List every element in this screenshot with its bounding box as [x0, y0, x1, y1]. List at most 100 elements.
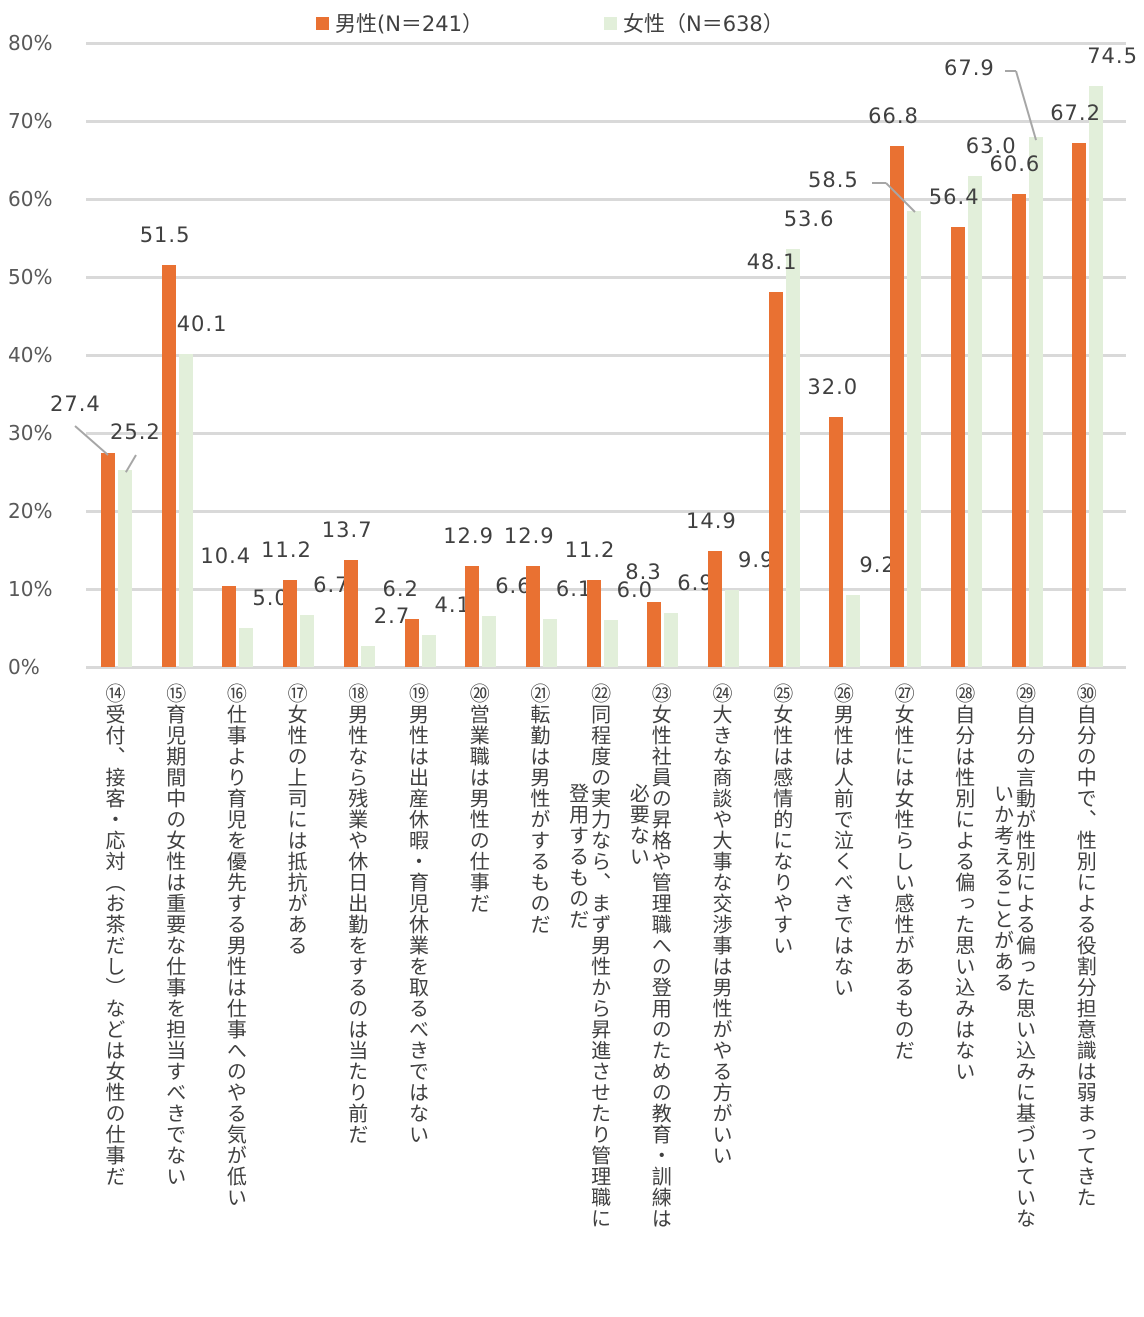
- category-label-line: ㉘自分は性別による偏った思い込みはない: [951, 683, 976, 1082]
- category-label: ⑯仕事より育児を優先する男性は仕事へのやる気が低い: [223, 683, 248, 1208]
- bar-male: [404, 618, 419, 667]
- category-label: ㉘自分は性別による偏った思い込みはない: [951, 683, 976, 1082]
- value-label-male: 12.9: [503, 524, 555, 549]
- value-label-female: 6.9: [677, 571, 714, 596]
- bar-female: [482, 615, 497, 667]
- bar-female: [300, 614, 315, 667]
- bar-male: [465, 566, 480, 667]
- value-label-female: 63.0: [965, 133, 1017, 158]
- value-label-male: 8.3: [625, 560, 662, 585]
- value-label-male: 11.2: [564, 537, 616, 562]
- bar-male: [708, 550, 722, 667]
- value-label-male: 32.0: [807, 375, 859, 400]
- category-label: ㉔大きな商談や大事な交渉事は男性がやる方がいい: [709, 683, 733, 1166]
- category-label: ⑮育児期間中の女性は重要な仕事を担当すべきでない: [162, 683, 187, 1187]
- category-label: ㉙自分の言動が性別による偏った思い込みに基づいていな いか考えることがある: [990, 683, 1037, 1229]
- bar-male: [829, 417, 844, 667]
- bar-male: [222, 585, 237, 667]
- category-label: ⑲男性は出産休暇・育児休業を取るべきではない: [405, 683, 430, 1145]
- value-label-female: 6.7: [313, 572, 350, 597]
- value-label-female: 40.1: [176, 312, 228, 337]
- legend-item-female: 女性（N＝638）: [604, 8, 784, 38]
- value-label-male: 11.2: [261, 537, 312, 562]
- gridline: [86, 120, 1126, 123]
- gridline: [86, 432, 1126, 435]
- bar-female: [846, 595, 861, 667]
- bar-male: [525, 566, 540, 667]
- bar-female: [118, 470, 132, 667]
- value-label-female: 9.2: [859, 553, 896, 578]
- category-label: ㉕女性は感情的になりやすい: [769, 683, 794, 956]
- chart-legend: 男性(N＝241） 女性（N＝638）: [0, 8, 1144, 38]
- bar-female: [1028, 137, 1043, 667]
- value-label-female: 9.9: [738, 547, 775, 572]
- y-axis-tick-label: 60%: [8, 187, 53, 211]
- value-label-female: 58.5: [808, 168, 859, 192]
- category-label: ⑭受付、接客・応対（お茶だし）などは女性の仕事だ: [102, 683, 126, 1187]
- category-label-line: いか考えることがある: [990, 783, 1015, 993]
- category-label-line: ⑰女性の上司には抵抗がある: [284, 683, 309, 956]
- bar-female: [664, 613, 679, 667]
- y-axis-tick-label: 20%: [8, 499, 53, 523]
- value-label-female: 2.7: [373, 603, 411, 628]
- category-label-line: ㉒同程度の実力なら、まず男性から昇進させたり管理職に: [587, 683, 612, 1229]
- label-leader-line: [1015, 70, 1037, 141]
- category-label-line: ㉙自分の言動が性別による偏った思い込みに基づいていな: [1012, 683, 1037, 1229]
- value-label-female: 5.0: [252, 586, 289, 610]
- value-label-female: 74.5: [1087, 43, 1138, 68]
- legend-label-male: 男性(N＝241）: [335, 12, 483, 36]
- bar-male: [343, 560, 358, 667]
- y-axis-tick-label: 40%: [8, 343, 53, 367]
- gridline: [86, 198, 1126, 201]
- bar-female: [421, 635, 436, 667]
- bar-male: [101, 453, 115, 667]
- legend-swatch-female: [604, 16, 617, 30]
- bar-male: [161, 265, 176, 667]
- value-label-male: 51.5: [139, 223, 191, 248]
- value-label-female: 6.6: [495, 573, 532, 598]
- value-label-female: 4.1: [434, 593, 471, 618]
- category-label-line: 登用するものだ: [565, 783, 590, 930]
- value-label-female: 25.2: [110, 420, 161, 444]
- bar-female: [907, 210, 922, 667]
- bar-female: [603, 620, 618, 667]
- category-label-line: 必要ない: [626, 783, 651, 867]
- bar-female: [725, 589, 739, 667]
- gridline: [86, 42, 1126, 45]
- category-label: ㉚自分の中で、性別による役割分担意識は弱まってきた: [1073, 683, 1097, 1208]
- gridline: [86, 354, 1126, 357]
- category-label-line: ㉓女性社員の昇格や管理職への登用のための教育・訓練は: [648, 683, 673, 1229]
- bar-female: [785, 248, 800, 667]
- bar-male: [1011, 194, 1026, 667]
- bar-male: [890, 145, 905, 667]
- value-label-male: 67.2: [1050, 100, 1101, 125]
- category-label-line: ㉕女性は感情的になりやすい: [769, 683, 794, 956]
- value-label-female: 6.0: [616, 578, 653, 603]
- category-label-line: ⑯仕事より育児を優先する男性は仕事へのやる気が低い: [223, 683, 248, 1208]
- category-label-line: ㉖男性は人前で泣くべきではない: [830, 683, 855, 998]
- category-label: ㉗女性には女性らしい感性があるものだ: [891, 683, 915, 1061]
- value-label-male: 27.4: [50, 392, 101, 416]
- bar-female: [178, 354, 193, 667]
- value-label-male: 12.9: [443, 524, 494, 549]
- legend-label-female: 女性（N＝638）: [623, 12, 784, 36]
- category-label: ㉖男性は人前で泣くべきではない: [830, 683, 855, 998]
- value-label-male: 56.4: [928, 185, 980, 210]
- category-label: ⑰女性の上司には抵抗がある: [284, 683, 309, 956]
- bar-male: [647, 602, 662, 667]
- label-leader-line: [872, 182, 886, 184]
- gridline: [86, 510, 1126, 513]
- label-leader-line: [74, 425, 109, 456]
- bar-male: [768, 291, 783, 667]
- category-label-line: ⑮育児期間中の女性は重要な仕事を担当すべきでない: [162, 683, 187, 1187]
- gridline: [86, 666, 1126, 669]
- y-axis-tick-label: 0%: [8, 655, 40, 679]
- y-axis-tick-label: 50%: [8, 265, 53, 289]
- bar-male: [950, 227, 965, 667]
- category-label-line: ⑱男性なら残業や休日出勤をするのは当たり前だ: [344, 683, 369, 1145]
- y-axis-tick-label: 30%: [8, 421, 53, 445]
- legend-swatch-male: [316, 16, 329, 30]
- category-label-line: ⑲男性は出産休暇・育児休業を取るべきではない: [405, 683, 430, 1145]
- value-label-female: 67.9: [944, 56, 995, 80]
- value-label-female: 53.6: [783, 206, 835, 231]
